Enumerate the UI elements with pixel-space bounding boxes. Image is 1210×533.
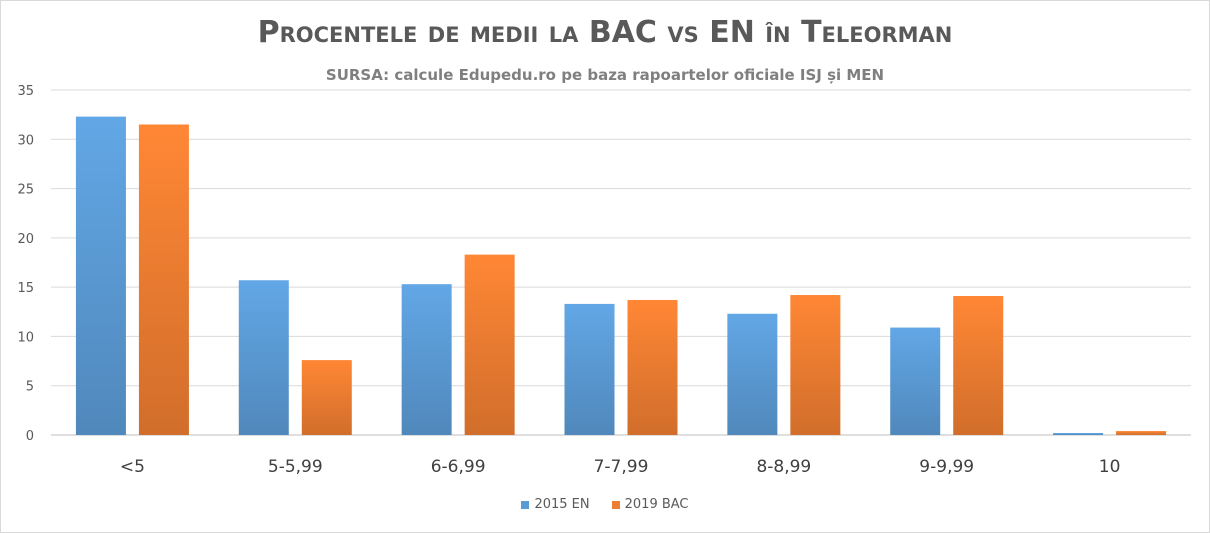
bar-series-1-5: [890, 327, 941, 435]
legend-label-series-1: 2015 EN: [534, 497, 590, 512]
axes: 0 5 10 15 20 25 30 35 <5 5-5,99 6-6,99 7-7,99 8-8,99…: [17, 84, 1120, 477]
x-tick-label: 7-7,99: [594, 457, 649, 477]
bar-series-2-6: [1116, 431, 1167, 435]
x-tick-label: 8-8,99: [756, 457, 811, 477]
legend-item-series-1: 2015 EN: [521, 497, 590, 512]
legend-swatch-series-2: [611, 500, 620, 509]
bar-series-2-5: [953, 296, 1004, 435]
chart-subtitle: SURSA: calcule Edupedu.ro pe baza rapoar…: [325, 66, 885, 84]
y-tick-label: 15: [17, 281, 34, 296]
x-tick-label: 10: [1099, 457, 1121, 477]
y-tick-label: 35: [17, 84, 34, 99]
y-tick-label: 25: [17, 183, 34, 198]
bar-series-1-6: [1053, 433, 1104, 435]
y-tick-label: 30: [17, 133, 34, 148]
bar-series-1-2: [401, 284, 452, 435]
x-tick-label: 6-6,99: [431, 457, 486, 477]
y-tick-label: 10: [17, 330, 34, 345]
bar-series-2-1: [301, 360, 352, 435]
bar-series-1-0: [75, 116, 126, 435]
bar-series-1-3: [564, 303, 615, 435]
y-tick-label: 5: [26, 380, 34, 395]
bar-series-2-3: [627, 299, 678, 435]
legend-swatch-series-1: [521, 500, 530, 509]
legend: 2015 EN 2019 BAC: [1, 497, 1209, 512]
legend-label-series-2: 2019 BAC: [624, 497, 689, 512]
chart-title: Procentele de medii la BAC vs EN în Tele…: [257, 15, 953, 50]
x-tick-label: <5: [120, 457, 145, 477]
x-tick-label: 9-9,99: [919, 457, 974, 477]
bar-series-2-0: [138, 124, 189, 435]
bar-series-2-4: [790, 295, 841, 435]
legend-item-series-2: 2019 BAC: [611, 497, 689, 512]
x-tick-label: 5-5,99: [268, 457, 323, 477]
bar-series-1-4: [727, 313, 778, 435]
bar-series-2-2: [464, 254, 515, 435]
gridlines: [51, 89, 1191, 436]
y-tick-label: 20: [17, 232, 34, 247]
bar-series-1-1: [238, 280, 289, 435]
y-tick-label: 0: [26, 429, 34, 444]
bars: [75, 116, 1167, 435]
